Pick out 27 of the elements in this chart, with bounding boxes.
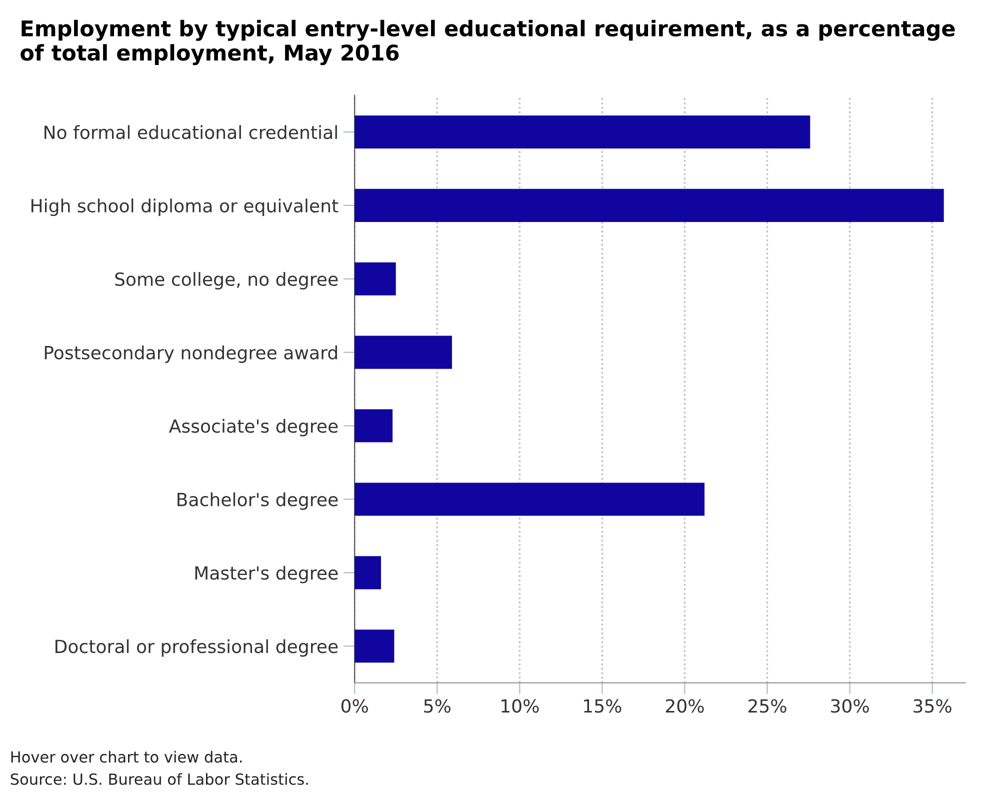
y-tick-label: Bachelor's degree [178,492,338,510]
y-tick-label: Associate's degree [168,418,338,436]
y-tick-label: Master's degree [195,566,338,584]
bar [354,188,944,222]
x-tick-label: 30% [831,699,869,713]
x-tick-label: 10% [502,699,539,713]
source-note: Source: U.S. Bureau of Labor Statistics. [10,773,308,785]
y-tick-label: No formal educational credential [44,125,337,140]
bar [354,556,382,590]
y-tick-label: Doctoral or professional degree [56,639,338,657]
x-tick-label: 0% [341,699,368,713]
y-tick-label: High school diploma or equivalent [32,198,338,216]
bar [354,115,810,149]
x-tick-label: 25% [748,699,786,713]
x-tick-label: 35% [914,699,952,713]
text: Hover over chart to view data. [11,750,242,763]
bar [354,336,452,369]
y-tick-label: Some college, no degree [115,272,338,290]
x-tick-label: 15% [584,699,622,713]
bar [354,409,393,442]
bar [354,482,705,516]
x-tick-label: 20% [666,699,704,713]
chart-title: Employment by typical entry-level educational requirement, as a percentage of total employment, May 2016 [20,20,955,66]
y-tick-label: Postsecondary nondegree award [44,345,337,363]
bar [354,630,394,663]
x-tick-label: 5% [424,699,450,713]
bar [354,262,396,296]
